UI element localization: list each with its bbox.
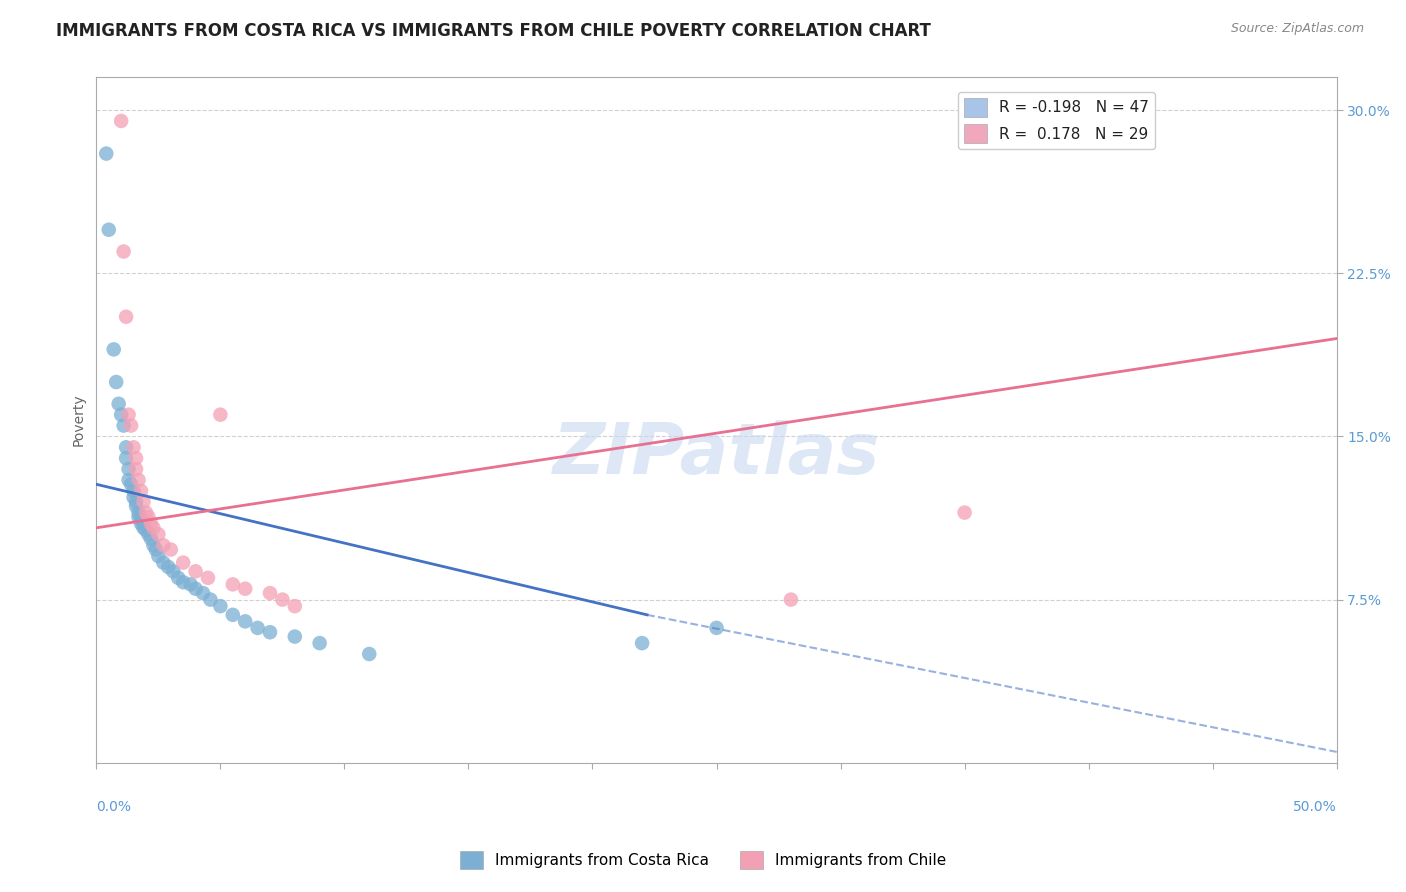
Point bbox=[115, 451, 138, 466]
Point bbox=[152, 556, 174, 570]
Point bbox=[184, 582, 207, 596]
Point bbox=[159, 542, 181, 557]
Point bbox=[110, 408, 132, 422]
Point bbox=[97, 223, 120, 237]
Point bbox=[103, 343, 125, 357]
Point bbox=[105, 375, 128, 389]
Point bbox=[246, 621, 269, 635]
Point bbox=[125, 462, 148, 476]
Point bbox=[233, 615, 256, 629]
Point bbox=[132, 494, 155, 508]
Text: Source: ZipAtlas.com: Source: ZipAtlas.com bbox=[1230, 22, 1364, 36]
Point bbox=[180, 577, 202, 591]
Point bbox=[706, 621, 728, 635]
Point bbox=[209, 599, 232, 614]
Point bbox=[115, 310, 138, 324]
Legend: R = -0.198   N = 47, R =  0.178   N = 29: R = -0.198 N = 47, R = 0.178 N = 29 bbox=[957, 92, 1156, 149]
Point bbox=[284, 599, 307, 614]
Point bbox=[125, 499, 148, 513]
Point bbox=[271, 592, 294, 607]
Point bbox=[259, 586, 281, 600]
Point bbox=[145, 542, 167, 557]
Point bbox=[135, 523, 157, 537]
Point bbox=[152, 538, 174, 552]
Point bbox=[139, 516, 162, 531]
Point bbox=[120, 477, 142, 491]
Point bbox=[259, 625, 281, 640]
Point bbox=[184, 564, 207, 578]
Text: ZIPatlas: ZIPatlas bbox=[553, 420, 880, 489]
Point bbox=[117, 408, 139, 422]
Point bbox=[129, 516, 152, 531]
Point bbox=[135, 506, 157, 520]
Point bbox=[167, 571, 190, 585]
Point bbox=[157, 560, 180, 574]
Point bbox=[117, 462, 139, 476]
Point bbox=[142, 538, 165, 552]
Point bbox=[222, 607, 245, 622]
Point bbox=[172, 575, 194, 590]
Legend: Immigrants from Costa Rica, Immigrants from Chile: Immigrants from Costa Rica, Immigrants f… bbox=[454, 845, 952, 875]
Point bbox=[142, 521, 165, 535]
Point bbox=[780, 592, 803, 607]
Y-axis label: Poverty: Poverty bbox=[72, 393, 86, 446]
Point bbox=[125, 494, 148, 508]
Point bbox=[172, 556, 194, 570]
Point bbox=[128, 473, 150, 487]
Point bbox=[209, 408, 232, 422]
Point bbox=[308, 636, 330, 650]
Point bbox=[132, 521, 155, 535]
Point bbox=[128, 510, 150, 524]
Point bbox=[631, 636, 654, 650]
Point bbox=[112, 418, 135, 433]
Point bbox=[128, 506, 150, 520]
Point bbox=[233, 582, 256, 596]
Point bbox=[197, 571, 219, 585]
Point bbox=[162, 564, 184, 578]
Point bbox=[132, 516, 155, 531]
Point bbox=[115, 440, 138, 454]
Point bbox=[138, 510, 160, 524]
Point bbox=[284, 630, 307, 644]
Point bbox=[107, 397, 129, 411]
Point bbox=[120, 418, 142, 433]
Text: 50.0%: 50.0% bbox=[1294, 800, 1337, 814]
Point bbox=[200, 592, 222, 607]
Point bbox=[122, 483, 145, 498]
Point bbox=[359, 647, 381, 661]
Point bbox=[125, 451, 148, 466]
Point bbox=[96, 146, 118, 161]
Point bbox=[138, 527, 160, 541]
Point bbox=[129, 512, 152, 526]
Point bbox=[148, 527, 170, 541]
Point bbox=[139, 532, 162, 546]
Point bbox=[222, 577, 245, 591]
Point bbox=[117, 473, 139, 487]
Point bbox=[191, 586, 214, 600]
Point bbox=[953, 506, 976, 520]
Point bbox=[110, 114, 132, 128]
Text: IMMIGRANTS FROM COSTA RICA VS IMMIGRANTS FROM CHILE POVERTY CORRELATION CHART: IMMIGRANTS FROM COSTA RICA VS IMMIGRANTS… bbox=[56, 22, 931, 40]
Point bbox=[112, 244, 135, 259]
Text: 0.0%: 0.0% bbox=[97, 800, 131, 814]
Point bbox=[122, 491, 145, 505]
Point bbox=[122, 440, 145, 454]
Point bbox=[129, 483, 152, 498]
Point bbox=[148, 549, 170, 563]
